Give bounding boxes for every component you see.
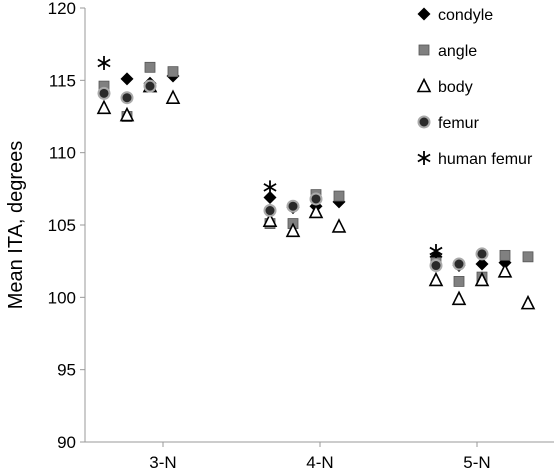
- data-point-circle: [97, 86, 111, 100]
- data-point-triangle: [451, 290, 467, 306]
- y-tick-label: 100: [48, 288, 76, 307]
- y-tick-label: 110: [49, 144, 76, 163]
- data-point-circle: [120, 91, 134, 105]
- data-point-diamond: [263, 191, 277, 205]
- legend-marker-square: [418, 44, 430, 56]
- data-point-circle: [452, 257, 466, 271]
- data-point-triangle: [428, 271, 444, 287]
- data-point-circle: [309, 192, 323, 206]
- data-point-asterisk: [429, 244, 443, 259]
- data-point-triangle: [520, 294, 536, 310]
- data-point-triangle: [96, 99, 112, 115]
- data-point-asterisk: [97, 55, 111, 70]
- data-point-triangle: [308, 203, 324, 219]
- legend-label: condyle: [438, 7, 493, 24]
- y-tick-label: 90: [57, 433, 76, 452]
- data-point-square: [144, 61, 156, 73]
- legend-marker-circle: [417, 115, 431, 129]
- data-point-triangle: [165, 89, 181, 104]
- x-tick-label: 3-N: [149, 453, 176, 471]
- y-axis-title: Mean ITA, degrees: [5, 141, 27, 310]
- data-points: [96, 55, 536, 310]
- legend-marker-triangle: [416, 77, 432, 93]
- data-point-circle: [286, 199, 300, 213]
- legend-label: human femur: [438, 151, 533, 168]
- data-point-triangle: [262, 212, 278, 227]
- ticks: 90 95 100 105 110 115 120 3-N 4-N 5-N: [48, 0, 491, 471]
- y-tick-label: 95: [57, 361, 76, 380]
- data-point-square: [453, 276, 465, 287]
- data-point-asterisk: [263, 180, 277, 195]
- y-tick-label: 120: [48, 0, 76, 18]
- data-point-triangle: [474, 271, 490, 287]
- data-point-triangle: [331, 218, 347, 233]
- data-point-diamond: [475, 257, 489, 271]
- data-point-square: [167, 66, 179, 78]
- data-point-diamond: [120, 72, 134, 86]
- legend-marker-diamond: [417, 7, 431, 21]
- data-point-triangle: [285, 222, 301, 238]
- axes: Mean ITA, degrees: [5, 8, 554, 443]
- legend-label: body: [438, 79, 473, 96]
- data-point-square: [333, 190, 345, 202]
- data-point-triangle: [497, 263, 513, 278]
- data-point-circle: [263, 204, 277, 218]
- data-point-circle: [143, 79, 157, 93]
- y-tick-label: 115: [49, 71, 76, 90]
- legend-label: femur: [438, 115, 480, 132]
- data-point-triangle: [119, 106, 135, 122]
- legend: condyle angle body femur human femur: [416, 7, 533, 168]
- legend-label: angle: [438, 43, 477, 60]
- data-point-square: [499, 249, 511, 261]
- y-tick-label: 105: [48, 216, 76, 235]
- data-point-square: [522, 251, 534, 263]
- legend-marker-asterisk: [417, 151, 431, 165]
- x-tick-label: 4-N: [306, 453, 333, 471]
- x-tick-label: 5-N: [463, 453, 490, 471]
- data-point-circle: [429, 259, 443, 273]
- data-point-circle: [475, 247, 489, 261]
